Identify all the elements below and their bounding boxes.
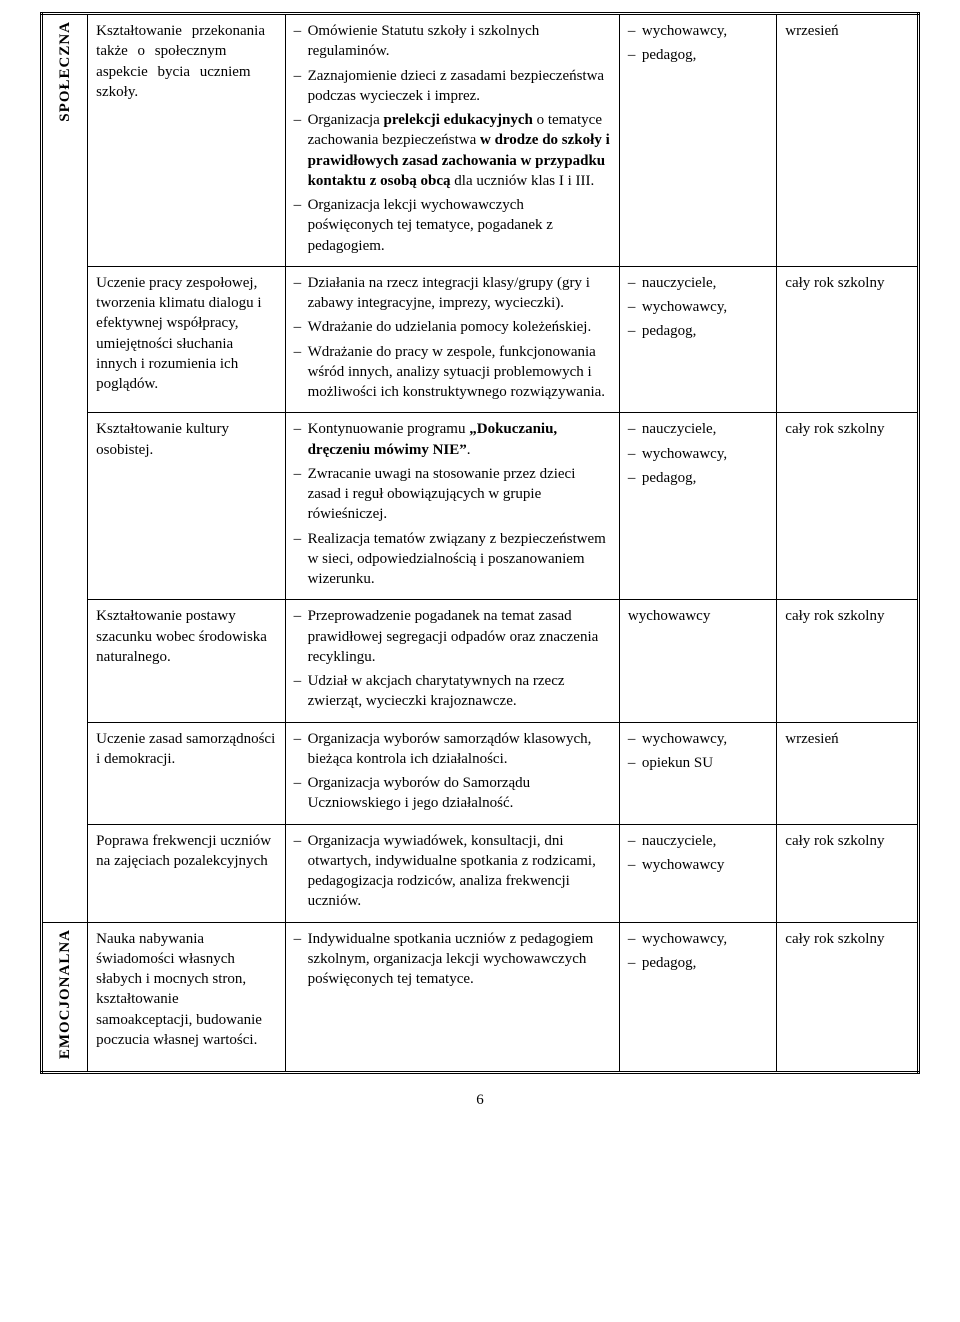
term-cell: cały rok szkolny xyxy=(777,922,919,1072)
responsible-cell: wychowawcy,pedagog, xyxy=(619,922,776,1072)
goal-cell: Kształtowanie postawy szacunku wobec śro… xyxy=(88,600,285,722)
area-cell: EMOCJONALNA xyxy=(42,922,88,1072)
actions-cell: Indywidualne spotkania uczniów z pedagog… xyxy=(285,922,619,1072)
responsible-cell: nauczyciele,wychowawcy,pedagog, xyxy=(619,266,776,413)
page-number: 6 xyxy=(40,1092,920,1109)
responsible-cell: wychowawcy,opiekun SU xyxy=(619,722,776,824)
document-table: SPOŁECZNA Kształtowanie przekonania także… xyxy=(40,12,920,1074)
goal-cell: Uczenie zasad samorządności i demokracji… xyxy=(88,722,285,824)
actions-cell: Działania na rzecz integracji klasy/grup… xyxy=(285,266,619,413)
table-row: Kształtowanie postawy szacunku wobec śro… xyxy=(42,600,919,722)
responsible-cell: wychowawcy,pedagog, xyxy=(619,14,776,267)
term-cell: wrzesień xyxy=(777,14,919,267)
actions-cell: Organizacja wywiadówek, konsultacji, dni… xyxy=(285,824,619,922)
term-cell: wrzesień xyxy=(777,722,919,824)
term-cell: cały rok szkolny xyxy=(777,413,919,600)
area-label: SPOŁECZNA xyxy=(55,21,75,122)
responsible-cell: wychowawcy xyxy=(619,600,776,722)
actions-cell: Przeprowadzenie pogadanek na temat zasad… xyxy=(285,600,619,722)
goal-cell: Uczenie pracy zespołowej, tworzenia klim… xyxy=(88,266,285,413)
area-label: EMOCJONALNA xyxy=(55,929,75,1059)
goal-cell: Poprawa frekwencji uczniów na zajęciach … xyxy=(88,824,285,922)
responsible-cell: nauczyciele,wychowawcy,pedagog, xyxy=(619,413,776,600)
table-row: Uczenie zasad samorządności i demokracji… xyxy=(42,722,919,824)
term-cell: cały rok szkolny xyxy=(777,824,919,922)
responsible-cell: nauczyciele,wychowawcy xyxy=(619,824,776,922)
table-row: Kształtowanie kultury osobistej.Kontynuo… xyxy=(42,413,919,600)
actions-cell: Organizacja wyborów samorządów klasowych… xyxy=(285,722,619,824)
table-row: SPOŁECZNA Kształtowanie przekonania także… xyxy=(42,14,919,267)
goal-cell: Nauka nabywania świadomości własnych sła… xyxy=(88,922,285,1072)
table-row: Uczenie pracy zespołowej, tworzenia klim… xyxy=(42,266,919,413)
term-cell: cały rok szkolny xyxy=(777,266,919,413)
actions-cell: Omówienie Statutu szkoły i szkolnych reg… xyxy=(285,14,619,267)
table-row: Poprawa frekwencji uczniów na zajęciach … xyxy=(42,824,919,922)
actions-cell: Kontynuowanie programu „Dokuczaniu, dręc… xyxy=(285,413,619,600)
area-cell: SPOŁECZNA xyxy=(42,14,88,923)
goal-cell: Kształtowanie przekonania także o społec… xyxy=(88,14,285,267)
term-cell: cały rok szkolny xyxy=(777,600,919,722)
table-row: EMOCJONALNA Nauka nabywania świadomości w… xyxy=(42,922,919,1072)
goal-cell: Kształtowanie kultury osobistej. xyxy=(88,413,285,600)
